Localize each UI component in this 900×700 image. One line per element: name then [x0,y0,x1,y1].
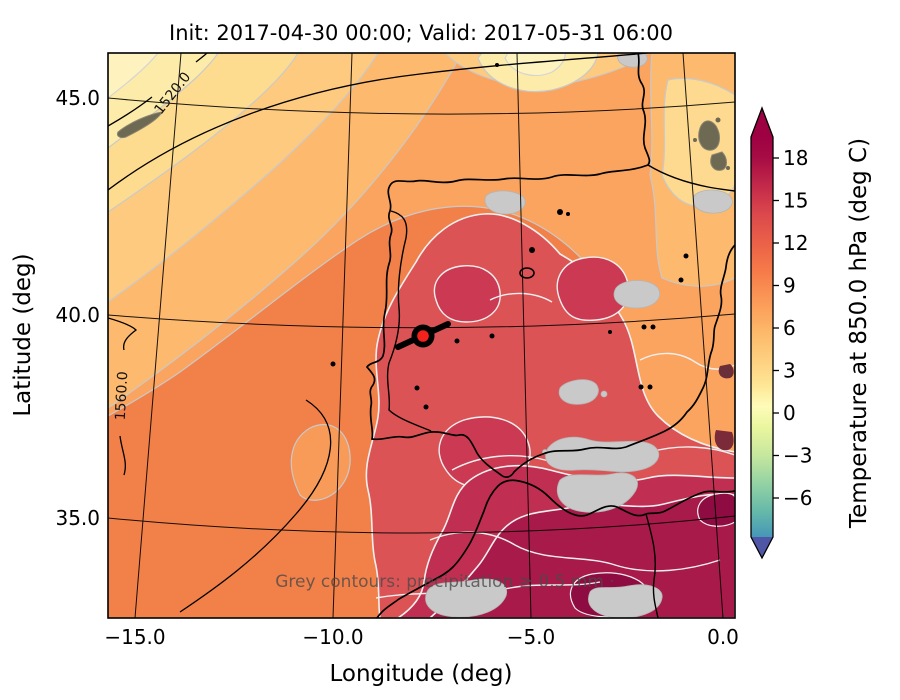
temp-patch-yellow-ne [661,77,735,207]
y-tick-2: 35.0 [55,506,100,530]
temp-blob-darkest-2 [697,492,735,527]
cbar-tick-18: 18 [783,146,808,170]
contour-label-1560: 1560.0 [113,371,132,421]
plot-frame [107,52,736,619]
temp-patch-lighter-sw [290,423,351,501]
cbar-tick-m3: −3 [783,444,812,468]
map-area: 1520.0 1560.0 Grey contours: precipitati… [108,53,735,618]
plot-title: Init: 2017-04-30 00:00; Valid: 2017-05-3… [169,21,673,45]
coastline-iberia-france [365,53,735,478]
cbar-tick-0: 0 [783,401,796,425]
y-tick-0: 45.0 [55,86,100,110]
x-tick-0: −15.0 [104,625,165,649]
x-tick-2: −5.0 [507,625,556,649]
cbar-tick-6: 6 [783,316,796,340]
colorbar: 18 15 12 9 6 3 0 −3 −6 Temperature at 85… [750,106,872,560]
temp-blob-dark-red-1 [433,265,501,323]
x-tick-3: 0.0 [707,625,739,649]
x-axis-label: Longitude (deg) [329,661,512,687]
marker-center-dot [417,330,429,342]
border-morocco-algeria [645,513,659,618]
coastlines [365,53,735,618]
border-pyrenees [647,164,735,192]
temp-region-magenta-se [428,493,735,618]
colorbar-gradient [751,137,773,537]
station-marker [395,321,451,350]
coastline-north-africa [376,479,735,618]
precip-annotation: Grey contours: precipitation ≥ 0.5 mm · [275,572,615,592]
colorbar-ticks [773,157,779,499]
colorbar-label: Temperature at 850.0 hPa (deg C) [846,138,872,529]
cbar-tick-3: 3 [783,359,796,383]
y-tick-1: 40.0 [55,303,100,327]
x-axis: −15.0 −10.0 −5.0 0.0 Longitude (deg) [104,625,739,687]
precipitation-shading [425,53,733,618]
colorbar-arrow-top [751,108,773,137]
small-contour-dots [330,63,689,410]
colorbar-outline [750,106,774,560]
temp-patch-palest-top [504,53,566,77]
cbar-tick-m6: −6 [783,486,812,510]
cbar-tick-9: 9 [783,274,796,298]
x-tick-1: −10.0 [302,625,363,649]
heavy-precip-blobs [117,111,734,451]
y-axis-label: Latitude (deg) [10,253,36,416]
geopotential-contours [108,53,649,613]
y-axis: 45.0 40.0 35.0 Latitude (deg) [10,86,100,530]
border-spain-portugal [386,210,432,432]
cbar-tick-15: 15 [783,189,808,213]
colorbar-arrow-bottom [751,537,773,558]
cbar-tick-12: 12 [783,231,808,255]
